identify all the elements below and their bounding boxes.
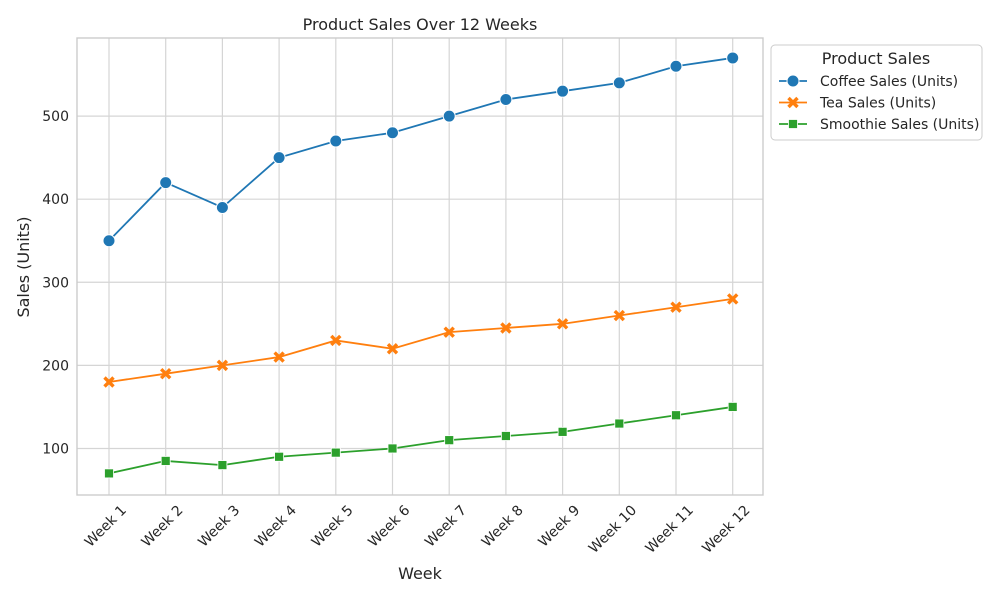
y-tick-label: 200 <box>42 358 69 374</box>
data-point <box>671 410 681 421</box>
marker-stroke <box>103 376 115 388</box>
x-tick-label: Week 1 <box>82 503 130 551</box>
x-tick-label: Week 5 <box>309 503 357 551</box>
x-tick-label: Week 10 <box>586 503 640 557</box>
data-point <box>215 201 229 215</box>
y-tick-label: 500 <box>42 109 69 125</box>
series-line <box>108 298 733 383</box>
marker-stroke <box>216 359 229 372</box>
data-point <box>386 126 399 140</box>
marker-stroke <box>500 322 512 334</box>
data-point <box>500 322 512 334</box>
x-tick-label: Week 7 <box>422 503 470 551</box>
series-layer <box>102 51 740 479</box>
marker-stroke <box>273 351 285 363</box>
data-point <box>444 435 455 446</box>
data-point <box>104 468 114 479</box>
series-line <box>108 406 733 475</box>
marker-stroke <box>386 343 399 355</box>
legend-title: Product Sales <box>822 49 930 68</box>
data-point <box>500 431 511 441</box>
data-point <box>330 447 341 458</box>
x-tick-label: Week 11 <box>643 503 697 557</box>
plot-frame <box>76 37 764 496</box>
marker-stroke <box>330 334 342 347</box>
data-point <box>217 460 228 470</box>
x-tick-label: Week 2 <box>139 503 187 551</box>
legend-item: Coffee Sales (Units) <box>779 74 958 90</box>
marker-stroke <box>556 318 569 330</box>
legend-label: Coffee Sales (Units) <box>820 74 958 90</box>
data-point <box>159 176 173 190</box>
series-1 <box>103 293 739 388</box>
data-point <box>669 59 683 73</box>
y-tick-label: 100 <box>42 441 69 457</box>
data-point <box>160 456 171 466</box>
legend-box <box>770 44 983 141</box>
data-point <box>670 301 682 313</box>
legend-item: Tea Sales (Units) <box>779 96 936 112</box>
series-2 <box>104 402 738 479</box>
marker-stroke <box>726 293 739 305</box>
data-point <box>613 309 626 322</box>
chart-title: Product Sales Over 12 Weeks <box>303 15 538 34</box>
data-point <box>556 84 570 98</box>
y-tick-label: 400 <box>42 192 69 208</box>
data-point <box>216 359 229 372</box>
data-point <box>726 51 740 65</box>
legend-label: Tea Sales (Units) <box>819 96 936 112</box>
data-point <box>726 293 739 305</box>
legend-marker <box>788 119 798 129</box>
marker-stroke <box>613 309 626 322</box>
marker-stroke <box>670 301 682 313</box>
data-point <box>556 318 569 330</box>
series-0 <box>102 51 740 248</box>
data-point <box>727 402 738 412</box>
legend: Product Sales Coffee Sales (Units) Tea Sa… <box>770 44 983 141</box>
marker-stroke <box>787 96 799 109</box>
data-point <box>443 326 455 338</box>
legend-marker <box>786 74 800 88</box>
marker-stroke <box>443 326 455 338</box>
legend-marker <box>787 96 799 109</box>
x-tick-label: Week 6 <box>365 502 413 550</box>
data-point <box>329 134 343 148</box>
x-tick-label: Week 4 <box>252 502 300 550</box>
x-axis: Week 1 Week 2 Week 3 Week 4 Week 5 Week 6 Week… <box>82 502 754 556</box>
data-point <box>103 376 115 388</box>
data-point <box>499 92 513 106</box>
grid <box>77 38 763 495</box>
data-point <box>612 76 626 90</box>
legend-label: Smoothie Sales (Units) <box>820 117 979 133</box>
data-point <box>442 109 456 123</box>
x-tick-label: Week 12 <box>699 503 753 557</box>
y-tick-label: 300 <box>42 275 69 291</box>
x-tick-label: Week 8 <box>479 503 527 551</box>
y-axis-title: Sales (Units) <box>14 216 33 317</box>
data-point <box>557 426 568 437</box>
data-point <box>387 443 398 454</box>
data-point <box>273 351 285 363</box>
x-tick-label: Week 9 <box>536 503 584 551</box>
legend-item: Smoothie Sales (Units) <box>779 117 979 133</box>
x-tick-label: Week 3 <box>195 503 243 551</box>
data-point <box>614 418 625 429</box>
data-point <box>272 151 286 165</box>
data-point <box>386 343 399 355</box>
data-point <box>274 451 285 462</box>
data-point <box>330 334 342 347</box>
data-point <box>159 367 172 380</box>
x-axis-title: Week <box>398 564 443 583</box>
data-point <box>102 234 116 248</box>
y-axis: 100 200 300 400 500 <box>42 109 69 457</box>
series-line <box>108 57 733 242</box>
marker-stroke <box>159 367 172 380</box>
